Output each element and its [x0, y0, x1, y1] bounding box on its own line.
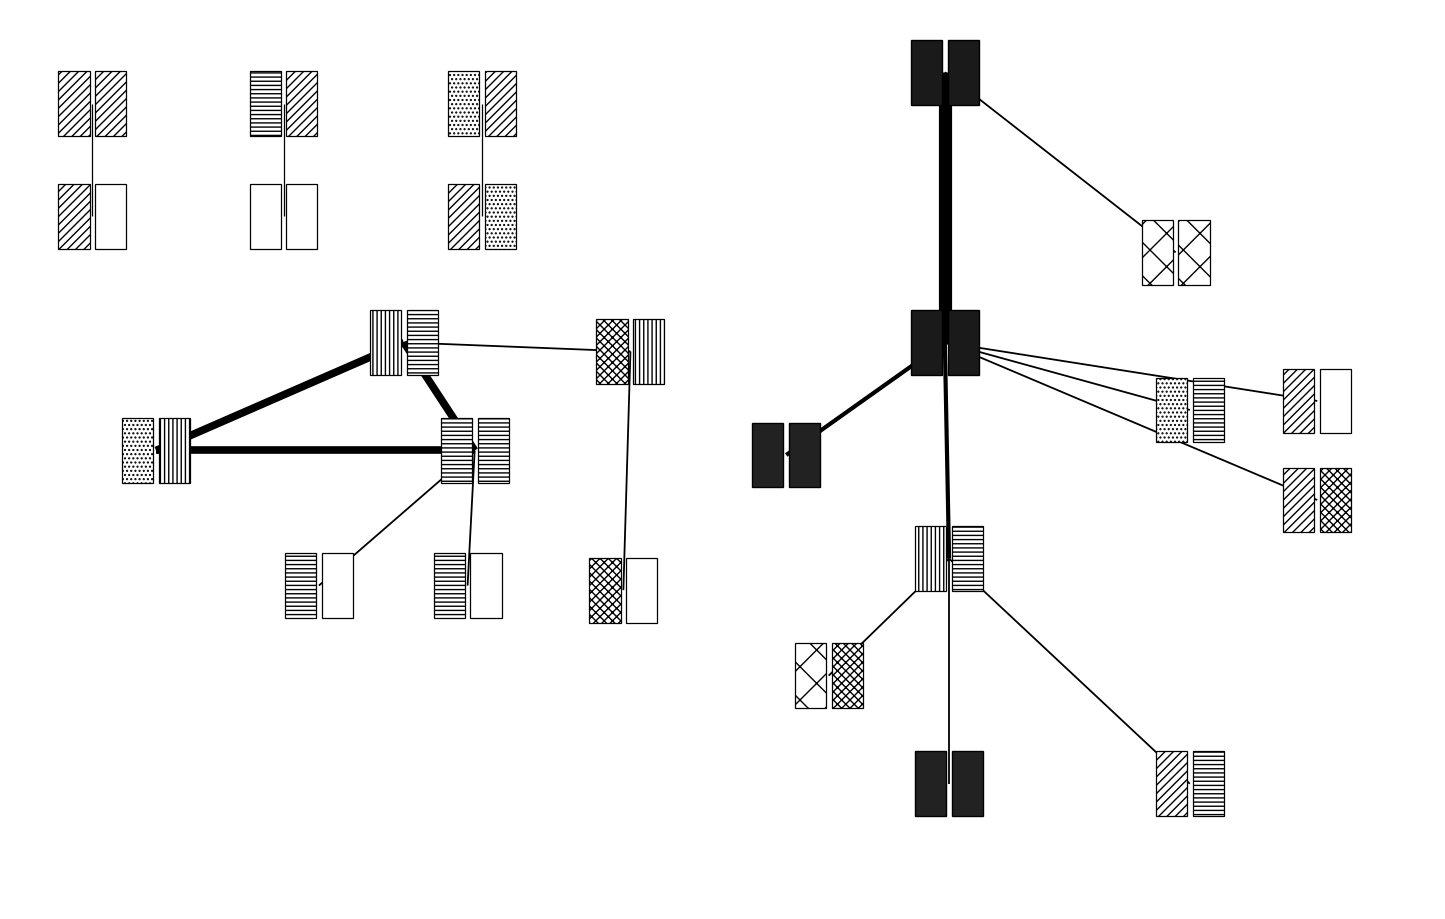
Bar: [250, 184, 280, 249]
Bar: [789, 423, 821, 487]
Bar: [915, 527, 946, 591]
Bar: [441, 418, 473, 482]
Bar: [484, 184, 516, 249]
Bar: [626, 558, 657, 622]
Bar: [434, 553, 465, 618]
Bar: [1321, 369, 1351, 434]
Bar: [1321, 468, 1351, 532]
Bar: [286, 72, 318, 136]
Bar: [1179, 220, 1209, 285]
Bar: [121, 418, 153, 482]
Bar: [471, 553, 501, 618]
Bar: [831, 643, 863, 708]
Bar: [477, 418, 509, 482]
Bar: [1156, 378, 1186, 442]
Bar: [948, 310, 978, 375]
Bar: [1192, 378, 1224, 442]
Bar: [952, 527, 983, 591]
Bar: [448, 184, 478, 249]
Bar: [159, 418, 191, 482]
Bar: [910, 40, 942, 105]
Bar: [590, 558, 620, 622]
Bar: [58, 72, 90, 136]
Bar: [285, 553, 316, 618]
Bar: [484, 72, 516, 136]
Bar: [915, 752, 946, 816]
Bar: [286, 184, 318, 249]
Bar: [1192, 752, 1224, 816]
Bar: [1156, 752, 1186, 816]
Bar: [753, 423, 783, 487]
Bar: [597, 319, 627, 384]
Bar: [95, 72, 126, 136]
Bar: [948, 40, 978, 105]
Bar: [633, 319, 665, 384]
Bar: [910, 310, 942, 375]
Bar: [795, 643, 827, 708]
Bar: [1283, 369, 1315, 434]
Bar: [1283, 468, 1315, 532]
Bar: [406, 310, 438, 375]
Bar: [95, 184, 126, 249]
Bar: [322, 553, 353, 618]
Bar: [952, 752, 983, 816]
Bar: [448, 72, 478, 136]
Bar: [370, 310, 402, 375]
Bar: [1142, 220, 1173, 285]
Bar: [250, 72, 280, 136]
Bar: [58, 184, 90, 249]
